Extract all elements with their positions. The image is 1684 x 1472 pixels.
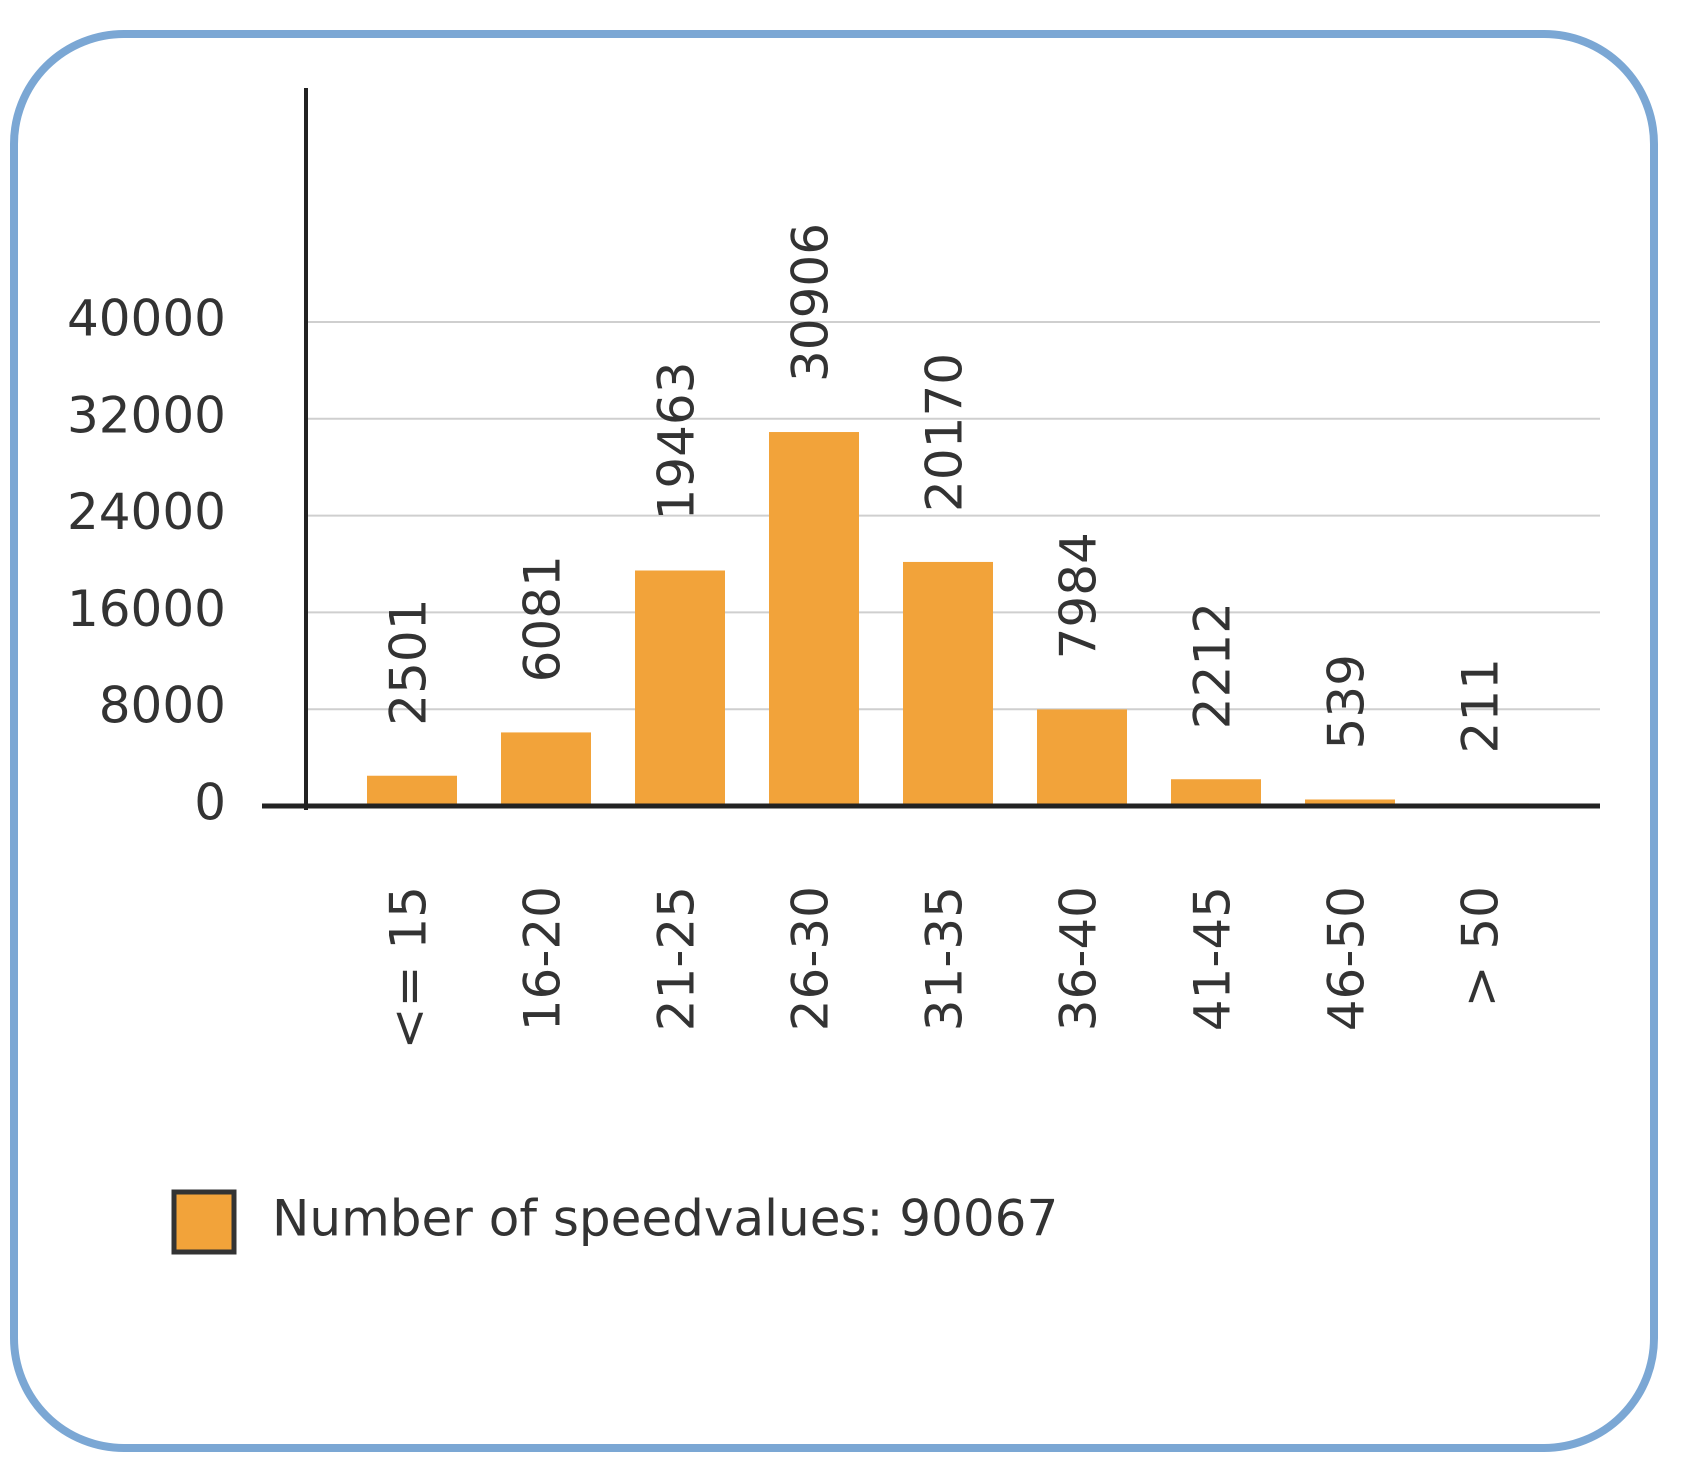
value-label: 19463 bbox=[648, 361, 706, 520]
value-label: 2501 bbox=[380, 598, 438, 725]
bar bbox=[635, 570, 725, 806]
y-tick-label: 8000 bbox=[99, 677, 226, 735]
bar bbox=[769, 432, 859, 806]
value-label: 6081 bbox=[514, 555, 572, 682]
value-label: 211 bbox=[1452, 658, 1510, 753]
x-tick-label: 26-30 bbox=[782, 886, 840, 1031]
value-label: 2212 bbox=[1184, 602, 1242, 729]
value-label: 30906 bbox=[782, 223, 840, 382]
y-tick-label: 0 bbox=[194, 774, 226, 832]
bar bbox=[1037, 709, 1127, 806]
value-label: 7984 bbox=[1050, 532, 1108, 659]
y-tick-label: 16000 bbox=[67, 580, 226, 638]
x-tick-label: 41-45 bbox=[1184, 886, 1242, 1031]
x-tick-label: <= 15 bbox=[380, 886, 438, 1049]
x-tick-label: > 50 bbox=[1452, 886, 1510, 1007]
bar bbox=[1171, 779, 1261, 806]
x-tick-label: 31-35 bbox=[916, 886, 974, 1031]
y-tick-label: 40000 bbox=[67, 290, 226, 348]
value-label: 539 bbox=[1318, 654, 1376, 749]
x-tick-label: 21-25 bbox=[648, 886, 706, 1031]
bar bbox=[903, 561, 993, 806]
x-tick-label: 16-20 bbox=[514, 886, 572, 1031]
x-tick-label: 36-40 bbox=[1050, 886, 1108, 1031]
bar bbox=[367, 775, 457, 806]
y-tick-label: 24000 bbox=[67, 483, 226, 541]
x-tick-label: 46-50 bbox=[1318, 886, 1376, 1031]
y-tick-label: 32000 bbox=[67, 386, 226, 444]
legend-label: Number of speedvalues: 90067 bbox=[272, 1190, 1058, 1248]
bar bbox=[1305, 799, 1395, 806]
bar bbox=[501, 732, 591, 806]
value-label: 20170 bbox=[916, 353, 974, 512]
legend-swatch bbox=[171, 1189, 237, 1255]
